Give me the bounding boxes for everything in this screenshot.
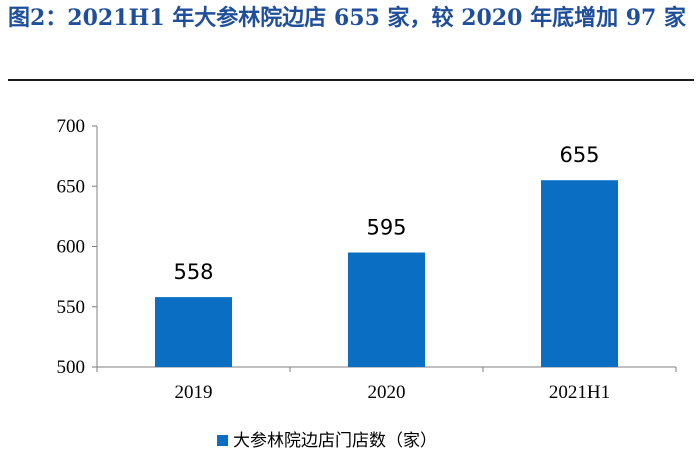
y-tick-label: 650 bbox=[57, 176, 86, 197]
y-tick-label: 700 bbox=[57, 116, 86, 137]
bars bbox=[155, 180, 618, 367]
bar bbox=[541, 180, 618, 367]
legend: 大参林院边店门店数（家） bbox=[217, 431, 437, 451]
x-tick-label: 2020 bbox=[368, 382, 406, 403]
data-label: 595 bbox=[366, 216, 406, 240]
bar bbox=[155, 297, 232, 367]
title-divider bbox=[8, 79, 694, 81]
legend-label: 大参林院边店门店数（家） bbox=[233, 431, 437, 451]
data-label: 558 bbox=[173, 260, 213, 284]
y-tick-label: 550 bbox=[57, 297, 86, 318]
x-tick-labels: 2019 2020 2021H1 bbox=[175, 382, 611, 403]
y-tick-labels: 500 550 600 650 700 bbox=[57, 116, 86, 378]
figure-title: 图2：2021H1 年大参林院边店 655 家，较 2020 年底增加 97 家 bbox=[8, 5, 687, 31]
x-tick-label: 2019 bbox=[175, 382, 213, 403]
y-tick-label: 600 bbox=[57, 237, 86, 258]
x-tick-label: 2021H1 bbox=[549, 382, 610, 403]
y-tick-label: 500 bbox=[57, 357, 86, 378]
data-labels: 558 595 655 bbox=[173, 143, 599, 284]
data-label: 655 bbox=[559, 143, 599, 167]
legend-swatch bbox=[217, 435, 228, 446]
bar bbox=[348, 252, 425, 367]
